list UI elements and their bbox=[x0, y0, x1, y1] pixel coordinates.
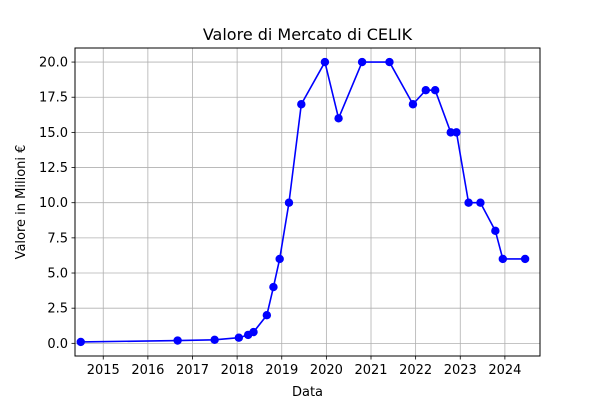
data-point bbox=[269, 282, 278, 292]
y-axis: 0.0 2.5 5.0 7.5 10.0 12.5 15.0 17.5 20.0 bbox=[39, 56, 75, 352]
data-point bbox=[173, 336, 182, 345]
y-tick-label: 17.5 bbox=[39, 91, 68, 106]
data-point bbox=[464, 198, 473, 207]
data-point bbox=[421, 85, 430, 95]
data-point bbox=[76, 337, 85, 347]
y-tick-label: 5.0 bbox=[47, 267, 68, 282]
data-point bbox=[430, 85, 440, 95]
data-point bbox=[491, 226, 500, 236]
chart-title: Valore di Mercato di CELIK bbox=[203, 25, 413, 44]
x-axis-label: Data bbox=[292, 385, 323, 400]
y-tick-label: 2.5 bbox=[47, 302, 68, 317]
data-point bbox=[210, 335, 219, 345]
data-point bbox=[498, 254, 508, 264]
data-point bbox=[334, 114, 343, 123]
x-axis: 2015 2016 2017 2018 2019 2020 2021 2022 2023 2024 bbox=[87, 356, 521, 378]
x-tick-label: 2021 bbox=[354, 363, 387, 378]
y-tick-label: 12.5 bbox=[39, 161, 68, 176]
x-tick-label: 2024 bbox=[488, 363, 521, 378]
data-point bbox=[446, 128, 455, 137]
data-point bbox=[262, 311, 272, 320]
x-tick-label: 2016 bbox=[131, 363, 164, 378]
data-point bbox=[275, 254, 284, 264]
y-axis-label: Valore in Milioni € bbox=[14, 145, 29, 260]
x-tick-label: 2017 bbox=[176, 363, 209, 378]
data-point bbox=[284, 198, 294, 207]
y-tick-label: 0.0 bbox=[47, 337, 68, 352]
x-tick-label: 2019 bbox=[265, 363, 298, 378]
x-tick-label: 2020 bbox=[310, 363, 343, 378]
data-point bbox=[520, 254, 530, 264]
x-tick-label: 2023 bbox=[444, 363, 477, 378]
y-tick-label: 7.5 bbox=[47, 231, 68, 246]
data-series bbox=[76, 57, 530, 347]
data-point bbox=[452, 128, 461, 137]
data-point bbox=[385, 57, 394, 67]
data-point bbox=[320, 57, 330, 67]
x-tick-label: 2022 bbox=[399, 363, 432, 378]
data-point bbox=[297, 100, 306, 109]
grid bbox=[75, 48, 540, 356]
data-point bbox=[249, 327, 258, 337]
data-point bbox=[234, 333, 244, 342]
y-tick-label: 10.0 bbox=[39, 196, 68, 211]
data-point bbox=[357, 57, 367, 67]
data-point bbox=[476, 198, 485, 207]
x-tick-label: 2018 bbox=[221, 363, 254, 378]
y-tick-label: 15.0 bbox=[39, 126, 68, 141]
x-tick-label: 2015 bbox=[87, 363, 120, 378]
data-point bbox=[408, 100, 418, 109]
y-tick-label: 20.0 bbox=[39, 56, 68, 71]
plot-frame bbox=[74, 47, 541, 357]
